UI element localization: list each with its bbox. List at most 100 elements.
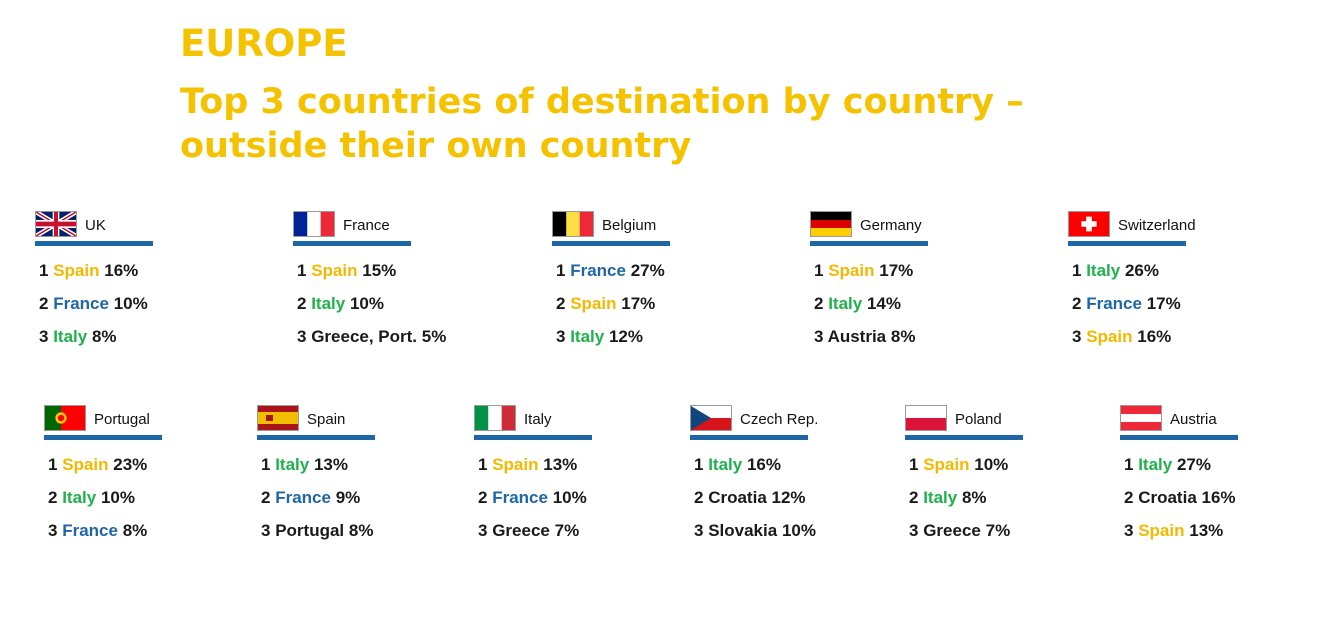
destination-row: 2 France 10% — [478, 488, 587, 521]
country-card: Portugal 1 Spain 23% 2 Italy 10% 3 France 8… — [44, 405, 244, 540]
destination-percent: 10% — [974, 455, 1009, 474]
country-name: France — [343, 217, 390, 234]
destination-row: 1 Spain 16% — [39, 261, 148, 294]
destination-country: France — [570, 261, 626, 280]
country-header: UK — [35, 211, 235, 246]
destination-country: Italy — [311, 294, 346, 313]
country-name: Portugal — [94, 411, 150, 428]
rank-number: 1 — [39, 261, 49, 280]
rank-number: 2 — [694, 488, 704, 507]
country-name: Belgium — [602, 217, 657, 234]
destination-percent: 10% — [349, 294, 384, 313]
destination-row: 1 Spain 15% — [297, 261, 446, 294]
destination-list: 1 Spain 17% 2 Italy 14% 3 Austria 8% — [814, 261, 915, 360]
destination-country: Italy — [1086, 261, 1121, 280]
country-header: Czech Rep. — [690, 405, 890, 440]
destination-country: Spain — [62, 455, 109, 474]
destination-row: 1 Italy 27% — [1124, 455, 1236, 488]
destination-row: 1 Spain 17% — [814, 261, 915, 294]
rank-number: 3 — [1124, 521, 1134, 540]
page-title: EUROPE — [180, 22, 348, 65]
rank-number: 1 — [1124, 455, 1134, 474]
destination-country: France — [492, 488, 548, 507]
destination-row: 3 Italy 8% — [39, 327, 148, 360]
destination-percent: 17% — [879, 261, 914, 280]
destination-row: 2 France 10% — [39, 294, 148, 327]
destination-country: France — [275, 488, 331, 507]
country-name: Switzerland — [1118, 217, 1196, 234]
destination-percent: 10% — [781, 521, 816, 540]
destination-row: 3 Greece, Port. 5% — [297, 327, 446, 360]
destination-country: Spain — [1086, 327, 1133, 346]
destination-percent: 27% — [1176, 455, 1211, 474]
rank-number: 3 — [39, 327, 49, 346]
rank-number: 2 — [556, 294, 566, 313]
destination-row: 2 Italy 10% — [297, 294, 446, 327]
country-header: Belgium — [552, 211, 752, 246]
country-underline — [690, 435, 808, 440]
country-name: Poland — [955, 411, 1002, 428]
rank-number: 1 — [909, 455, 919, 474]
destination-country: Slovakia — [708, 521, 778, 540]
portugal-flag-icon — [44, 405, 86, 431]
country-underline — [44, 435, 162, 440]
destination-list: 1 Italy 16% 2 Croatia 12% 3 Slovakia 10% — [694, 455, 816, 554]
rank-number: 2 — [1124, 488, 1134, 507]
country-card: Austria 1 Italy 27% 2 Croatia 16% 3 Spain 1… — [1120, 405, 1320, 540]
destination-percent: 10% — [100, 488, 135, 507]
destination-percent: 16% — [104, 261, 139, 280]
country-underline — [552, 241, 670, 246]
country-underline — [474, 435, 592, 440]
destination-list: 1 Spain 23% 2 Italy 10% 3 France 8% — [48, 455, 147, 554]
country-underline — [1068, 241, 1186, 246]
destination-percent: 16% — [746, 455, 781, 474]
destination-row: 3 Greece 7% — [478, 521, 587, 554]
destination-list: 1 France 27% 2 Spain 17% 3 Italy 12% — [556, 261, 665, 360]
rank-number: 2 — [261, 488, 271, 507]
destination-country: Spain — [828, 261, 875, 280]
destination-row: 3 Slovakia 10% — [694, 521, 816, 554]
destination-country: Italy — [570, 327, 605, 346]
destination-percent: 12% — [771, 488, 806, 507]
destination-list: 1 Italy 13% 2 France 9% 3 Portugal 8% — [261, 455, 373, 554]
destination-percent: 7% — [985, 521, 1011, 540]
country-card: France 1 Spain 15% 2 Italy 10% 3 Greece, Po… — [293, 211, 493, 346]
destination-country: Spain — [923, 455, 970, 474]
destination-row: 2 Italy 10% — [48, 488, 147, 521]
country-card: Switzerland 1 Italy 26% 2 France 17% 3 Spai… — [1068, 211, 1268, 346]
rank-number: 1 — [48, 455, 58, 474]
destination-row: 3 Greece 7% — [909, 521, 1010, 554]
country-card: UK 1 Spain 16% 2 France 10% 3 Italy 8% — [35, 211, 235, 346]
destination-row: 2 France 9% — [261, 488, 373, 521]
destination-list: 1 Spain 10% 2 Italy 8% 3 Greece 7% — [909, 455, 1010, 554]
destination-country: Spain — [1138, 521, 1185, 540]
czech-flag-icon — [690, 405, 732, 431]
destination-row: 2 France 17% — [1072, 294, 1181, 327]
rank-number: 2 — [48, 488, 58, 507]
destination-percent: 14% — [866, 294, 901, 313]
country-header: Italy — [474, 405, 674, 440]
rank-number: 1 — [556, 261, 566, 280]
destination-country: Greece, Port. — [311, 327, 418, 346]
destination-percent: 17% — [621, 294, 656, 313]
destination-percent: 13% — [543, 455, 578, 474]
austria-flag-icon — [1120, 405, 1162, 431]
rank-number: 1 — [1072, 261, 1082, 280]
uk-flag-icon — [35, 211, 77, 237]
rank-number: 2 — [478, 488, 488, 507]
destination-row: 2 Italy 8% — [909, 488, 1010, 521]
switzerland-flag-icon — [1068, 211, 1110, 237]
destination-country: Croatia — [1138, 488, 1197, 507]
destination-country: Portugal — [275, 521, 345, 540]
destination-country: Spain — [570, 294, 617, 313]
destination-percent: 13% — [313, 455, 348, 474]
country-underline — [810, 241, 928, 246]
country-header: Austria — [1120, 405, 1320, 440]
destination-country: Italy — [53, 327, 88, 346]
country-header: France — [293, 211, 493, 246]
destination-country: Italy — [828, 294, 863, 313]
country-name: Austria — [1170, 411, 1217, 428]
destination-row: 2 Spain 17% — [556, 294, 665, 327]
destination-percent: 8% — [91, 327, 117, 346]
rank-number: 2 — [909, 488, 919, 507]
